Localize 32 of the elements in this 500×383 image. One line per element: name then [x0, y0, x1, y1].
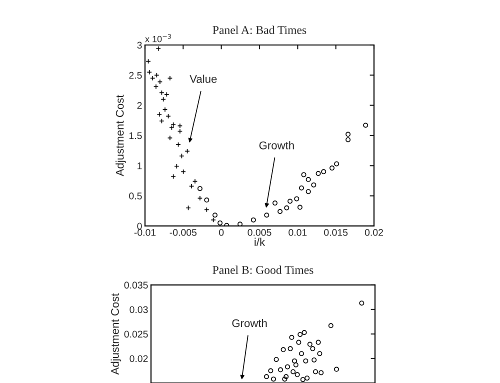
y-tick-label: 3 — [137, 42, 142, 49]
text: x 10$^{−3}$ — [145, 34, 171, 42]
x-tick-label: 0.01 — [288, 229, 307, 236]
point — [177, 123, 183, 128]
y-axis-title: Adjustment Cost — [110, 293, 122, 375]
annotation: Growth — [232, 318, 267, 328]
y-axis-title: Adjustment Cost — [116, 94, 126, 176]
annotation: Growth — [259, 141, 294, 150]
chart-title: Panel A: Bad Times — [212, 26, 306, 34]
y-tick-label: 0.03 — [130, 306, 148, 314]
y-tick-label: 0.025 — [124, 330, 148, 338]
y-tick-label: 2 — [137, 102, 142, 109]
y-tick-label: 0.035 — [124, 282, 148, 289]
x-tick-label: 0.02 — [364, 229, 383, 236]
y-tick-label: 0 — [137, 222, 142, 230]
x-axis-title: i/k — [254, 238, 266, 246]
x-tick-label: 0.015 — [324, 229, 348, 236]
x-tick-label: 0.005 — [248, 229, 272, 236]
y-tick-label: 0.5 — [129, 192, 142, 200]
annotation: Value — [190, 74, 217, 83]
x-tick-label: 0 — [219, 229, 224, 236]
point — [156, 46, 161, 52]
y-tick-label: 2.5 — [129, 72, 142, 79]
y-tick-label: 1 — [138, 162, 142, 170]
y-tick-label: 1.5 — [129, 132, 142, 140]
point — [146, 70, 152, 75]
point — [188, 184, 194, 189]
chart-title: Panel B: Good Times — [212, 266, 314, 274]
point — [156, 112, 162, 117]
x-tick-label: -0.01 — [134, 229, 156, 236]
y-tick-label: 0.02 — [130, 355, 148, 362]
x-tick-label: -0.005 — [170, 229, 197, 236]
